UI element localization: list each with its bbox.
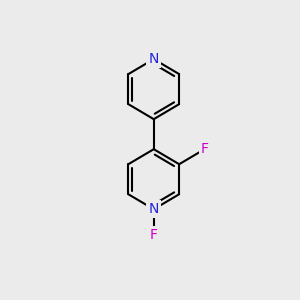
- Text: N: N: [148, 202, 159, 216]
- Text: F: F: [150, 228, 158, 242]
- Text: F: F: [201, 142, 208, 156]
- Text: N: N: [148, 52, 159, 66]
